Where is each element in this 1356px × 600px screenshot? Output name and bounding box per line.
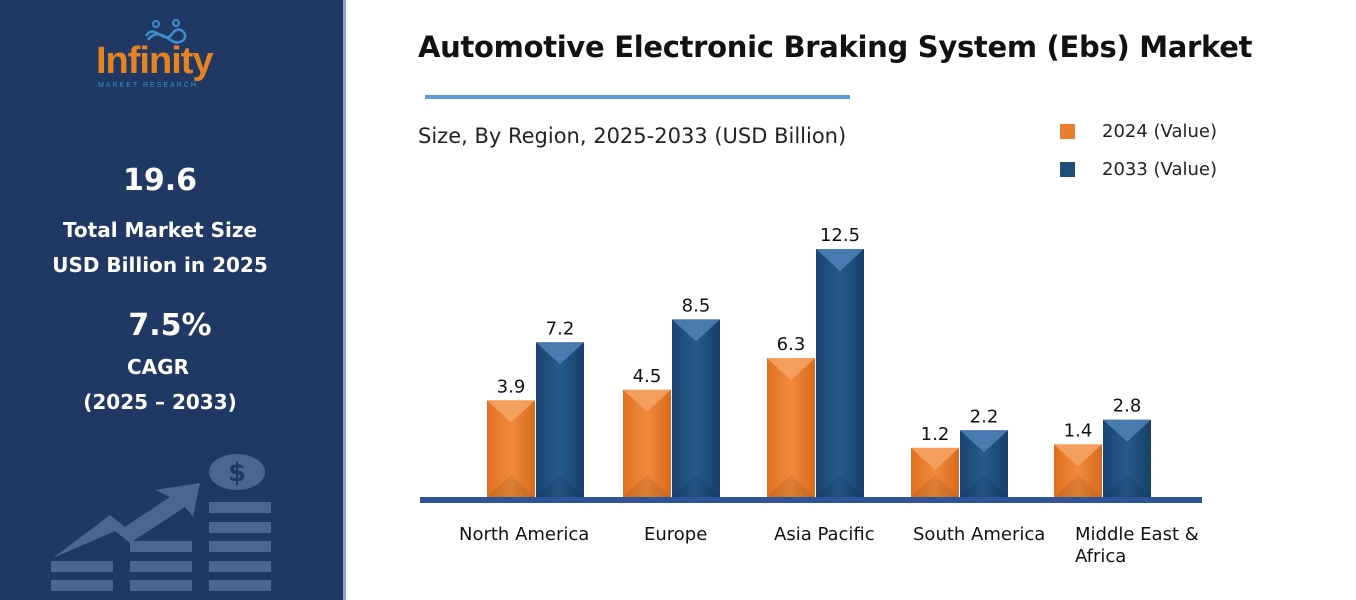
bar-bevel <box>816 475 864 497</box>
bar-bevel <box>767 475 815 497</box>
category-label: Middle East & Africa <box>1075 524 1199 567</box>
bar-bevel <box>911 447 959 470</box>
bar-2024 <box>767 358 815 497</box>
logo: Infinity MARKET RESEARCH <box>96 18 236 93</box>
chart-title: Automotive Electronic Braking System (Eb… <box>418 30 1253 64</box>
data-label: 6.3 <box>777 334 806 355</box>
bar-bevel <box>960 475 1008 497</box>
legend-swatch <box>1060 162 1075 177</box>
data-label: 7.2 <box>546 318 575 339</box>
bar-bevel <box>487 475 535 497</box>
bar-bevel <box>1103 419 1151 442</box>
data-label: 12.5 <box>820 225 860 246</box>
cagr-period: (2025 – 2033) <box>83 390 237 414</box>
market-size-label: Total Market Size <box>62 218 258 242</box>
bar-bevel <box>487 400 535 423</box>
data-label: 2.2 <box>970 406 999 427</box>
bar-bevel <box>1054 475 1102 497</box>
chart-subtitle: Size, By Region, 2025-2033 (USD Billion) <box>418 124 847 148</box>
logo-infinity-icon <box>144 19 187 44</box>
cagr-label: CAGR <box>127 355 189 379</box>
category-label: North America <box>459 524 590 545</box>
bar-2033 <box>672 319 720 497</box>
bar-2033 <box>816 249 864 497</box>
legend-swatch <box>1060 124 1075 139</box>
market-size-unit: USD Billion in 2025 <box>52 253 268 277</box>
summary-panel: Infinity MARKET RESEARCH 19.6 Total Mark… <box>0 0 346 600</box>
bar-bevel <box>672 475 720 497</box>
bar-bevel <box>960 430 1008 453</box>
data-label: 2.8 <box>1113 396 1142 417</box>
data-label: 1.4 <box>1064 420 1093 441</box>
data-label: 8.5 <box>682 295 711 316</box>
bar-bevel <box>816 249 864 271</box>
bar-bevel <box>623 475 671 497</box>
bar-bevel <box>536 342 584 365</box>
data-label: 3.9 <box>497 376 526 397</box>
bar-bevel <box>1103 475 1151 497</box>
category-label: Asia Pacific <box>774 524 875 545</box>
bar-bevel <box>672 319 720 342</box>
bar-bevel <box>1054 444 1102 467</box>
bar-bevel <box>623 389 671 412</box>
bar-bevel <box>767 358 815 381</box>
svg-text:$: $ <box>228 458 246 488</box>
data-label: 1.2 <box>921 424 950 445</box>
bar-2033 <box>536 342 584 497</box>
cagr-value: 7.5% <box>128 308 212 343</box>
category-label: Europe <box>644 524 708 545</box>
title-underline <box>425 95 850 99</box>
bar-bevel <box>536 475 584 497</box>
bar-bevel <box>911 475 959 497</box>
x-axis-line <box>420 497 1202 503</box>
growth-chart-icon: $ <box>51 454 271 591</box>
category-label: South America <box>913 524 1046 545</box>
data-label: 4.5 <box>633 366 662 387</box>
market-size-value: 19.6 <box>122 163 198 198</box>
